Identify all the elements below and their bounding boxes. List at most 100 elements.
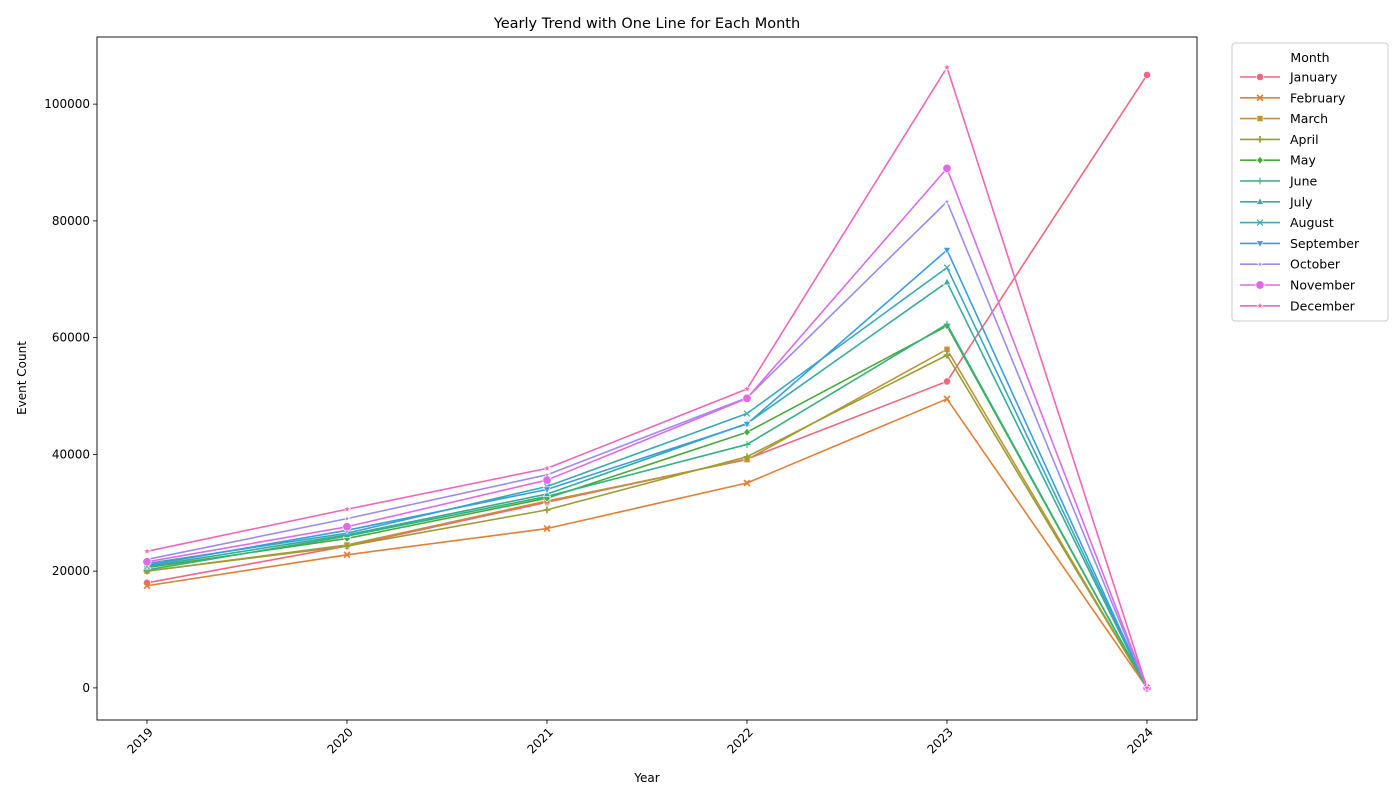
y-tick-label: 100000 [44, 97, 90, 111]
data-point-june [743, 441, 751, 448]
series-line-november [146, 167, 1148, 689]
y-tick-label: 80000 [52, 214, 90, 228]
legend-marker-october [1256, 260, 1264, 268]
plot-frame [96, 36, 1198, 721]
x-tick-label: 2024 [1124, 725, 1155, 756]
data-point-august [943, 264, 951, 271]
data-point-november [142, 557, 152, 567]
legend-marker-march [1256, 115, 1264, 122]
y-axis-label: Event Count [15, 341, 29, 415]
data-point-november [542, 475, 552, 485]
legend-item-may: May [1240, 153, 1316, 168]
series-july [142, 277, 1152, 691]
legend-item-october: October [1240, 257, 1341, 272]
series-line-october [146, 200, 1148, 689]
data-point-april [343, 542, 351, 550]
legend-label: November [1290, 278, 1356, 293]
legend-title: Month [1290, 50, 1329, 65]
legend: Month January February March April May June Ju… [1231, 42, 1389, 322]
series-line-september [146, 249, 1148, 689]
data-point-september [742, 421, 752, 429]
data-point-december [742, 384, 752, 393]
data-point-august [743, 410, 751, 417]
x-tick-label: 2019 [124, 725, 155, 756]
series-november [142, 163, 1152, 693]
legend-item-december: December [1240, 298, 1356, 313]
data-point-september [942, 247, 952, 255]
legend-item-august: August [1240, 215, 1334, 230]
series-line-december [146, 66, 1148, 689]
data-point-october [343, 514, 351, 522]
chart-title: Yearly Trend with One Line for Each Mont… [493, 16, 800, 32]
legend-item-november: November [1240, 278, 1356, 293]
legend-item-january: January [1240, 70, 1338, 85]
data-point-february [143, 582, 151, 590]
series-line-april [146, 354, 1148, 689]
legend-label: August [1290, 215, 1334, 230]
data-point-november [342, 522, 352, 532]
legend-item-april: April [1240, 132, 1319, 147]
legend-item-march: March [1240, 111, 1328, 126]
legend-item-june: June [1240, 174, 1318, 189]
x-tick-label: 2020 [324, 725, 355, 756]
legend-marker-august [1256, 219, 1264, 226]
plot-area [142, 62, 1152, 693]
series-april [143, 351, 1151, 692]
series-line-july [146, 281, 1148, 689]
data-point-january [943, 377, 951, 386]
x-tick-label: 2021 [524, 725, 555, 756]
data-point-december [1142, 683, 1152, 692]
series-march [143, 346, 1151, 692]
legend-item-july: July [1240, 194, 1313, 209]
series-line-january [146, 74, 1148, 584]
data-point-january [1143, 71, 1151, 79]
legend-marker-july [1255, 197, 1265, 205]
series-line-march [146, 348, 1148, 689]
data-point-june [943, 320, 951, 328]
legend-label: May [1290, 153, 1316, 168]
legend-label: April [1290, 132, 1319, 147]
legend-marker-february [1256, 94, 1264, 102]
y-axis: 0 20000 40000 60000 80000 100000 [44, 97, 97, 695]
series-line-june [146, 323, 1148, 689]
y-tick-label: 0 [82, 681, 90, 695]
x-tick-label: 2022 [724, 725, 755, 756]
legend-label: June [1289, 174, 1318, 189]
legend-label: September [1290, 236, 1360, 251]
legend-marker-may [1256, 155, 1264, 165]
legend-frame [1231, 42, 1389, 322]
legend-item-september: September [1240, 236, 1360, 251]
series-line-february [146, 398, 1148, 689]
legend-marker-january [1256, 73, 1264, 81]
data-point-april [743, 453, 751, 461]
series-line-august [146, 266, 1148, 689]
data-point-october [943, 197, 951, 205]
y-tick-label: 40000 [52, 447, 90, 461]
data-point-april [943, 351, 951, 359]
legend-marker-december [1255, 301, 1265, 310]
data-point-february [343, 551, 351, 559]
data-point-december [542, 463, 552, 473]
data-point-may [743, 427, 751, 437]
legend-label: February [1290, 90, 1346, 105]
series-october [143, 197, 1151, 692]
legend-item-february: February [1240, 90, 1346, 105]
y-tick-label: 60000 [52, 331, 90, 345]
legend-marker-november [1255, 280, 1265, 290]
data-point-february [743, 479, 751, 487]
data-point-february [943, 395, 951, 403]
series-december [142, 62, 1152, 692]
data-point-march [943, 346, 951, 353]
legend-label: October [1290, 257, 1341, 272]
data-point-december [342, 504, 352, 514]
legend-marker-september [1255, 240, 1265, 249]
data-point-november [942, 163, 952, 173]
legend-label: July [1289, 194, 1313, 209]
legend-label: December [1290, 298, 1356, 313]
data-point-april [543, 506, 551, 514]
legend-marker-april [1256, 136, 1264, 143]
legend-marker-june [1256, 177, 1264, 185]
legend-label: January [1289, 70, 1338, 85]
series-line-may [146, 325, 1148, 689]
